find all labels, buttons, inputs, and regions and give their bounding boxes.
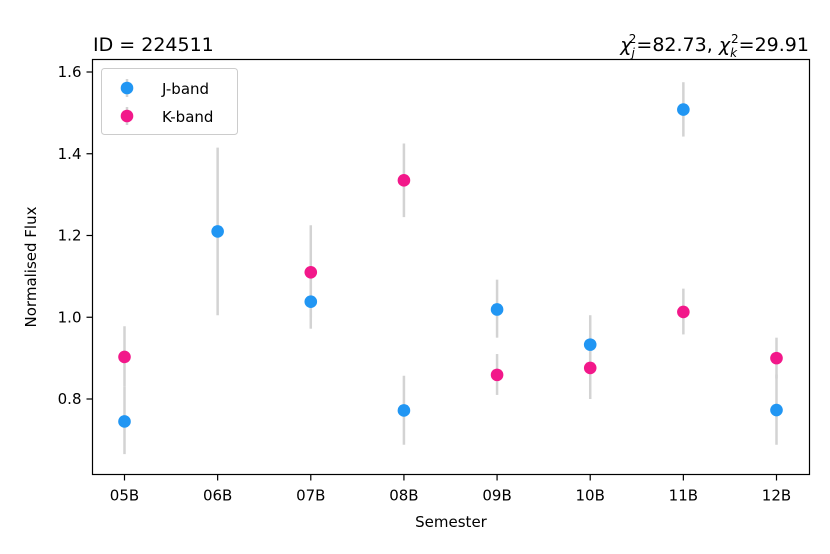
chi-j-value: =82.73, <box>636 34 718 56</box>
x-tick-label-09B: 09B <box>482 487 511 505</box>
legend-kband-marker <box>120 109 134 123</box>
k-band-point-08B <box>397 174 411 187</box>
x-axis-label: Semester <box>415 513 488 531</box>
k-band-point-12B <box>770 351 783 365</box>
x-tick-label-06B: 06B <box>203 487 232 505</box>
k-band-point-07B <box>304 265 318 279</box>
points-layer <box>118 103 783 428</box>
j-band-point-10B <box>583 338 597 351</box>
x-axis: 05B 06B 07B 08B 09B 10B 11B 12B <box>110 474 791 505</box>
j-band-point-12B <box>770 403 783 417</box>
x-tick-label-08B: 08B <box>389 487 418 505</box>
x-tick-label-12B: 12B <box>762 487 791 505</box>
chi-k-symbol: χ <box>718 34 731 56</box>
k-band-point-10B <box>583 361 597 375</box>
chi-k-subscript: k <box>730 46 738 60</box>
chart-title-right: χj2=82.73, χk2=29.91 <box>619 32 809 60</box>
x-tick-label-10B: 10B <box>576 487 605 505</box>
plot-frame <box>91 58 811 476</box>
legend-jband-label: J-band <box>161 80 209 98</box>
chi-j-subscript: j <box>629 46 635 60</box>
y-tick-label-1.0: 1.0 <box>58 308 82 326</box>
chi-k-value: =29.91 <box>739 34 809 56</box>
j-band-point-05B <box>118 415 131 428</box>
chi-k-superscript: 2 <box>731 32 739 46</box>
y-tick-label-1.6: 1.6 <box>58 63 82 81</box>
k-band-point-11B <box>677 305 690 319</box>
j-band-point-11B <box>677 103 690 116</box>
y-tick-label-1.2: 1.2 <box>58 227 82 245</box>
chi-j-symbol: χ <box>619 34 632 56</box>
k-band-point-05B <box>118 350 131 364</box>
legend-box <box>101 68 238 135</box>
k-band-point-09B <box>490 368 504 382</box>
j-band-point-08B <box>397 404 411 417</box>
j-band-point-07B <box>304 295 318 309</box>
y-axis: 0.8 1.0 1.2 1.4 1.6 <box>58 63 93 408</box>
legend-kband-label: K-band <box>162 108 213 126</box>
y-tick-label-1.4: 1.4 <box>58 145 82 163</box>
x-tick-label-11B: 11B <box>669 487 698 505</box>
legend: J-band K-band <box>101 68 238 135</box>
legend-jband-marker <box>120 81 134 95</box>
x-tick-label-07B: 07B <box>296 487 325 505</box>
j-band-point-06B <box>211 225 224 238</box>
chart-title-left: ID = 224511 <box>93 34 214 56</box>
j-band-point-09B <box>490 303 504 316</box>
errorbars-layer <box>123 82 778 455</box>
chi-j-superscript: 2 <box>629 32 637 46</box>
y-axis-label: Normalised Flux <box>22 206 40 327</box>
y-tick-label-0.8: 0.8 <box>58 390 82 408</box>
x-tick-label-05B: 05B <box>110 487 139 505</box>
